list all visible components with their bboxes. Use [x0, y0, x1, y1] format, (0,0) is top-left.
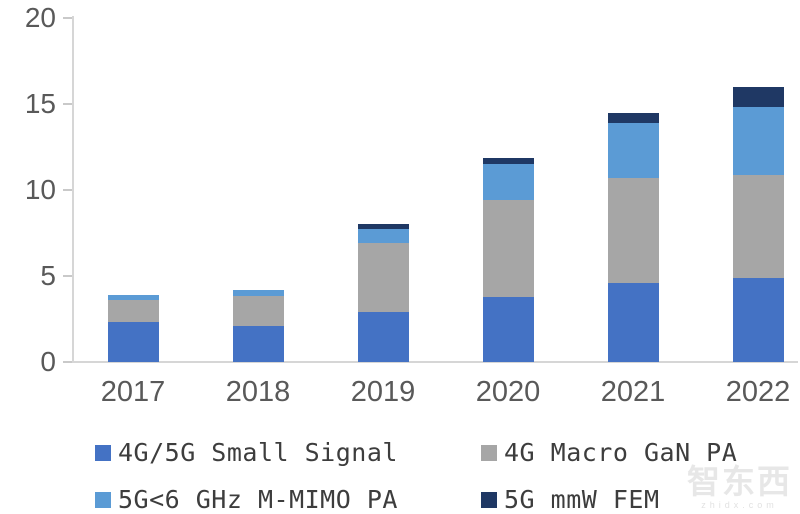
bar-segment — [732, 174, 784, 278]
bar-2020 — [482, 158, 534, 362]
bar-segment — [232, 289, 284, 296]
bar-segment — [357, 224, 409, 229]
bar-2019 — [357, 224, 409, 362]
bar-2022 — [732, 86, 784, 362]
legend-item-mmw-fem: 5G mmW FEM — [481, 485, 660, 514]
bar-segment — [482, 200, 534, 297]
x-axis-label: 2020 — [475, 376, 541, 408]
legend-item-mmimo-pa: 5G<6 GHz M-MIMO PA — [95, 485, 398, 514]
x-axis-label: 2021 — [600, 376, 666, 408]
bar-segment — [357, 312, 409, 362]
legend-swatch-small-signal-icon — [95, 444, 111, 461]
bar-segment — [607, 112, 659, 123]
bar-segment — [482, 158, 534, 165]
bar-segment — [607, 122, 659, 178]
bar-2017 — [107, 294, 159, 362]
y-axis-tick — [63, 103, 72, 105]
legend-item-macro-gan-pa: 4G Macro GaN PA — [481, 438, 737, 467]
bar-segment — [107, 300, 159, 323]
bar-segment — [607, 282, 659, 362]
bar-segment — [732, 107, 784, 175]
x-axis-label: 2018 — [225, 376, 291, 408]
legend-label: 4G/5G Small Signal — [118, 438, 398, 467]
bar-segment — [232, 325, 284, 362]
bar-2021 — [607, 112, 659, 362]
bar-segment — [232, 295, 284, 326]
y-axis-label: 10 — [24, 174, 56, 205]
bar-segment — [482, 296, 534, 362]
y-axis-label: 15 — [24, 88, 56, 119]
y-axis-tick — [63, 189, 72, 191]
legend-swatch-mmimo-pa-icon — [95, 491, 111, 508]
legend-swatch-macro-gan-pa-icon — [481, 444, 497, 461]
bar-segment — [732, 277, 784, 362]
x-axis-line — [72, 361, 798, 363]
y-axis-label: 5 — [40, 260, 56, 291]
legend-item-small-signal: 4G/5G Small Signal — [95, 438, 398, 467]
legend-label: 5G<6 GHz M-MIMO PA — [118, 485, 398, 514]
bar-segment — [107, 322, 159, 362]
bar-segment — [357, 228, 409, 244]
y-axis-label: 20 — [24, 2, 56, 33]
y-axis-label: 0 — [40, 346, 56, 377]
bar-segment — [107, 294, 159, 301]
x-axis-label: 2019 — [350, 376, 416, 408]
bar-2018 — [232, 289, 284, 362]
y-axis-tick — [63, 17, 72, 19]
y-axis-tick — [63, 275, 72, 277]
legend-swatch-mmw-fem-icon — [481, 491, 497, 508]
x-axis-label: 2017 — [100, 376, 166, 408]
legend: 4G/5G Small Signal 4G Macro GaN PA 5G<6 … — [0, 430, 800, 514]
legend-label: 4G Macro GaN PA — [504, 438, 738, 467]
bar-segment — [732, 86, 784, 108]
bar-segment — [357, 243, 409, 313]
legend-label: 5G mmW FEM — [504, 485, 660, 514]
y-axis-line — [72, 16, 74, 363]
x-axis-label: 2022 — [725, 376, 791, 408]
bar-segment — [607, 177, 659, 283]
y-axis-tick — [63, 361, 72, 363]
bar-segment — [482, 164, 534, 201]
